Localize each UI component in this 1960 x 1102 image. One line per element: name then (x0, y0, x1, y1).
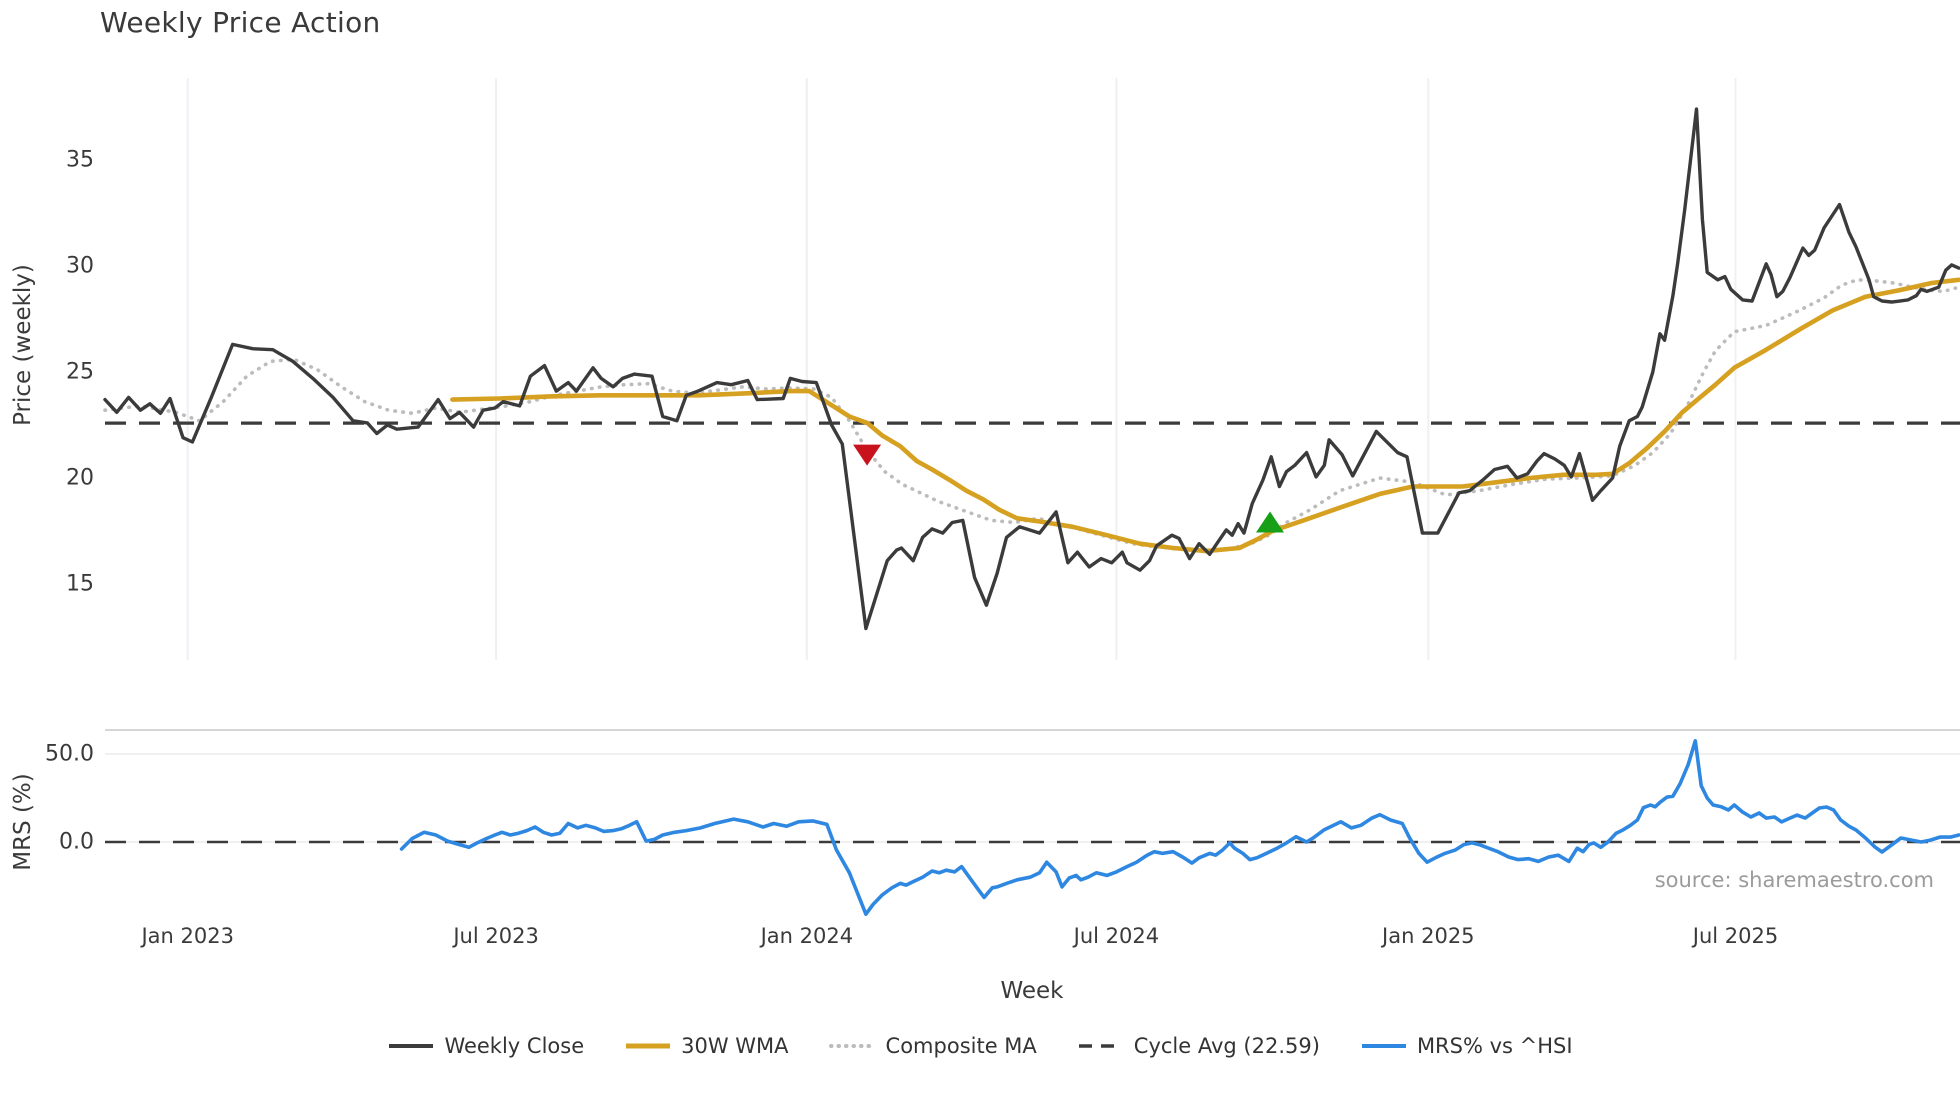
x-tick-label: Jan 2025 (1382, 924, 1475, 948)
price-tick-label: 30 (66, 253, 94, 279)
chart-title: Weekly Price Action (100, 6, 381, 39)
mrs-tick-label: 0.0 (59, 829, 94, 855)
wma-line (450, 277, 1960, 554)
sell-signal-marker-icon (853, 444, 882, 466)
legend-label: Weekly Close (444, 1034, 585, 1058)
x-tick-label: Jan 2024 (760, 924, 854, 948)
legend-label: Cycle Avg (22.59) (1133, 1034, 1320, 1058)
legend-swatch-icon (1361, 1044, 1406, 1048)
legend-swatch-icon (828, 1044, 877, 1048)
x-tick-label: Jan 2023 (141, 924, 234, 948)
legend-item: Cycle Avg (22.59) (1077, 1034, 1320, 1058)
legend-swatch-icon (389, 1044, 434, 1048)
legend-label: 30W WMA (681, 1034, 789, 1058)
legend-item: Weekly Close (387, 1034, 584, 1058)
legend-item: 30W WMA (624, 1034, 789, 1058)
price-tick-label: 20 (66, 465, 94, 491)
price-tick-label: 25 (66, 359, 94, 385)
mrs-line (399, 738, 1960, 917)
legend-swatch-icon (626, 1043, 671, 1049)
x-tick-label: Jul 2023 (453, 924, 539, 948)
legend-label: Composite MA (885, 1034, 1037, 1058)
x-tick-label: Jul 2025 (1692, 924, 1779, 948)
price-axis-label: Price (weekly) (10, 264, 36, 426)
x-tick-label: Jul 2024 (1073, 924, 1160, 948)
legend: Weekly Close 30W WMA Composite MA Cycle Avg… (0, 1034, 1960, 1058)
mrs-tick-label: 50.0 (45, 741, 94, 767)
legend-swatch-icon (1078, 1044, 1123, 1048)
x-axis-label: Week (1000, 978, 1064, 1004)
weekly-close-line (103, 107, 1960, 631)
legend-item: Composite MA (828, 1034, 1037, 1058)
legend-item: MRS% vs ^HSI (1360, 1034, 1573, 1058)
mrs-axis-label: MRS (%) (10, 773, 36, 871)
source-note: source: sharemaestro.com (1654, 868, 1934, 892)
legend-label: MRS% vs ^HSI (1416, 1034, 1573, 1058)
price-tick-label: 35 (66, 147, 94, 173)
price-tick-label: 15 (66, 571, 94, 597)
buy-signal-marker-icon (1255, 511, 1284, 533)
